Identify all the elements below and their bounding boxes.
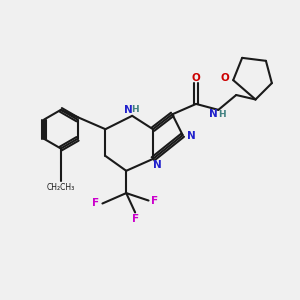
- Text: H: H: [218, 110, 226, 118]
- Text: F: F: [132, 214, 139, 224]
- Text: N: N: [209, 109, 218, 119]
- Text: CH₂CH₃: CH₂CH₃: [47, 183, 75, 192]
- Text: O: O: [220, 73, 229, 83]
- Text: N: N: [187, 131, 195, 141]
- Text: N: N: [153, 160, 162, 170]
- Text: F: F: [152, 196, 159, 206]
- Text: F: F: [92, 199, 100, 208]
- Text: N: N: [124, 105, 132, 115]
- Text: H: H: [131, 105, 139, 114]
- Text: O: O: [192, 73, 200, 83]
